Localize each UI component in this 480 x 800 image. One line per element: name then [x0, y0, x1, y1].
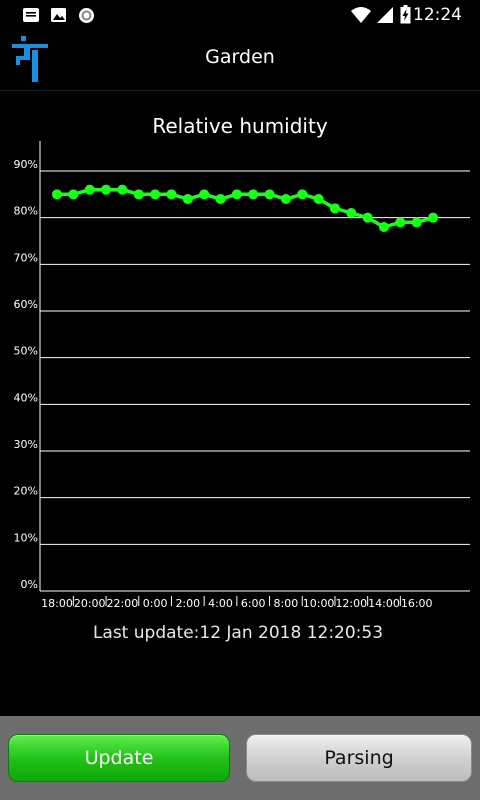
wifi-icon	[351, 7, 371, 23]
y-tick-label: 20%	[14, 485, 38, 498]
humidity-data-point	[379, 222, 389, 232]
chart-title: Relative humidity	[152, 114, 328, 138]
cell-signal-icon	[377, 7, 393, 23]
humidity-data-point	[395, 217, 406, 228]
parsing-button-label: Parsing	[324, 747, 394, 769]
humidity-data-point	[133, 189, 144, 200]
humidity-series-line	[57, 187, 434, 229]
y-tick-label: 0%	[21, 578, 38, 591]
y-tick-label: 80%	[14, 205, 38, 218]
y-tick-label: 50%	[14, 345, 38, 358]
image-icon	[51, 8, 66, 22]
humidity-data-point	[280, 194, 291, 204]
humidity-data-point	[150, 189, 161, 200]
humidity-data-point	[346, 208, 357, 218]
x-tick-label: 14:00	[368, 597, 400, 610]
humidity-data-point	[264, 189, 275, 200]
x-tick-label: 6:00	[241, 597, 266, 610]
x-tick-label: 0:00	[143, 597, 168, 610]
app-title: Garden	[205, 46, 275, 68]
y-tick-label: 90%	[14, 158, 38, 171]
sync-circle-icon	[79, 8, 94, 23]
humidity-data-point	[248, 189, 259, 200]
last-update-text: Last update:12 Jan 2018 12:20:53	[92, 623, 384, 643]
update-button-label: Update	[84, 747, 154, 769]
app-bar-divider	[0, 90, 480, 91]
humidity-data-point	[101, 184, 112, 195]
humidity-data-point	[362, 212, 373, 223]
app-logo-icon	[12, 36, 48, 82]
parsing-button[interactable]: Parsing	[246, 734, 472, 782]
humidity-data-point	[84, 184, 95, 195]
humidity-data-point	[411, 217, 422, 228]
y-tick-label: 60%	[14, 298, 38, 311]
humidity-data-point	[428, 212, 439, 223]
x-tick-label: 16:00	[401, 597, 433, 610]
humidity-chart: 0%10%20%30%40%50%60%70%80%90%18:00 20:00 2…	[14, 141, 470, 610]
x-tick-label: 4:00	[208, 597, 233, 610]
y-tick-label: 30%	[14, 438, 38, 451]
x-tick-label: 18:00	[41, 597, 73, 610]
bottom-action-bar: Update Parsing	[0, 716, 480, 800]
battery-charging-icon	[400, 5, 411, 24]
humidity-data-point	[166, 189, 177, 200]
humidity-data-point	[182, 194, 193, 204]
y-tick-label: 70%	[14, 251, 38, 264]
x-tick-label: 10:00	[303, 597, 335, 610]
status-clock: 12:24	[413, 5, 462, 25]
x-tick-label: 8:00	[274, 597, 299, 610]
x-tick-label: 12:00	[335, 597, 367, 610]
humidity-data-point	[68, 189, 79, 200]
humidity-data-point	[199, 189, 210, 200]
humidity-data-point	[117, 184, 128, 195]
x-tick-label: 2:00	[175, 597, 200, 610]
humidity-data-point	[297, 189, 308, 200]
humidity-data-point	[52, 189, 62, 200]
x-tick-label: 20:00	[74, 597, 106, 610]
humidity-data-point	[329, 203, 340, 214]
app-bar: Garden	[0, 30, 480, 90]
notification-message-icon	[23, 8, 39, 22]
x-tick-label: 22:00	[107, 597, 139, 610]
humidity-data-point	[313, 194, 324, 204]
y-tick-label: 40%	[14, 391, 38, 404]
y-tick-label: 10%	[14, 531, 38, 544]
humidity-data-point	[231, 189, 242, 200]
update-button[interactable]: Update	[8, 734, 230, 782]
humidity-data-point	[215, 194, 226, 204]
status-bar: 12:24	[0, 0, 480, 30]
